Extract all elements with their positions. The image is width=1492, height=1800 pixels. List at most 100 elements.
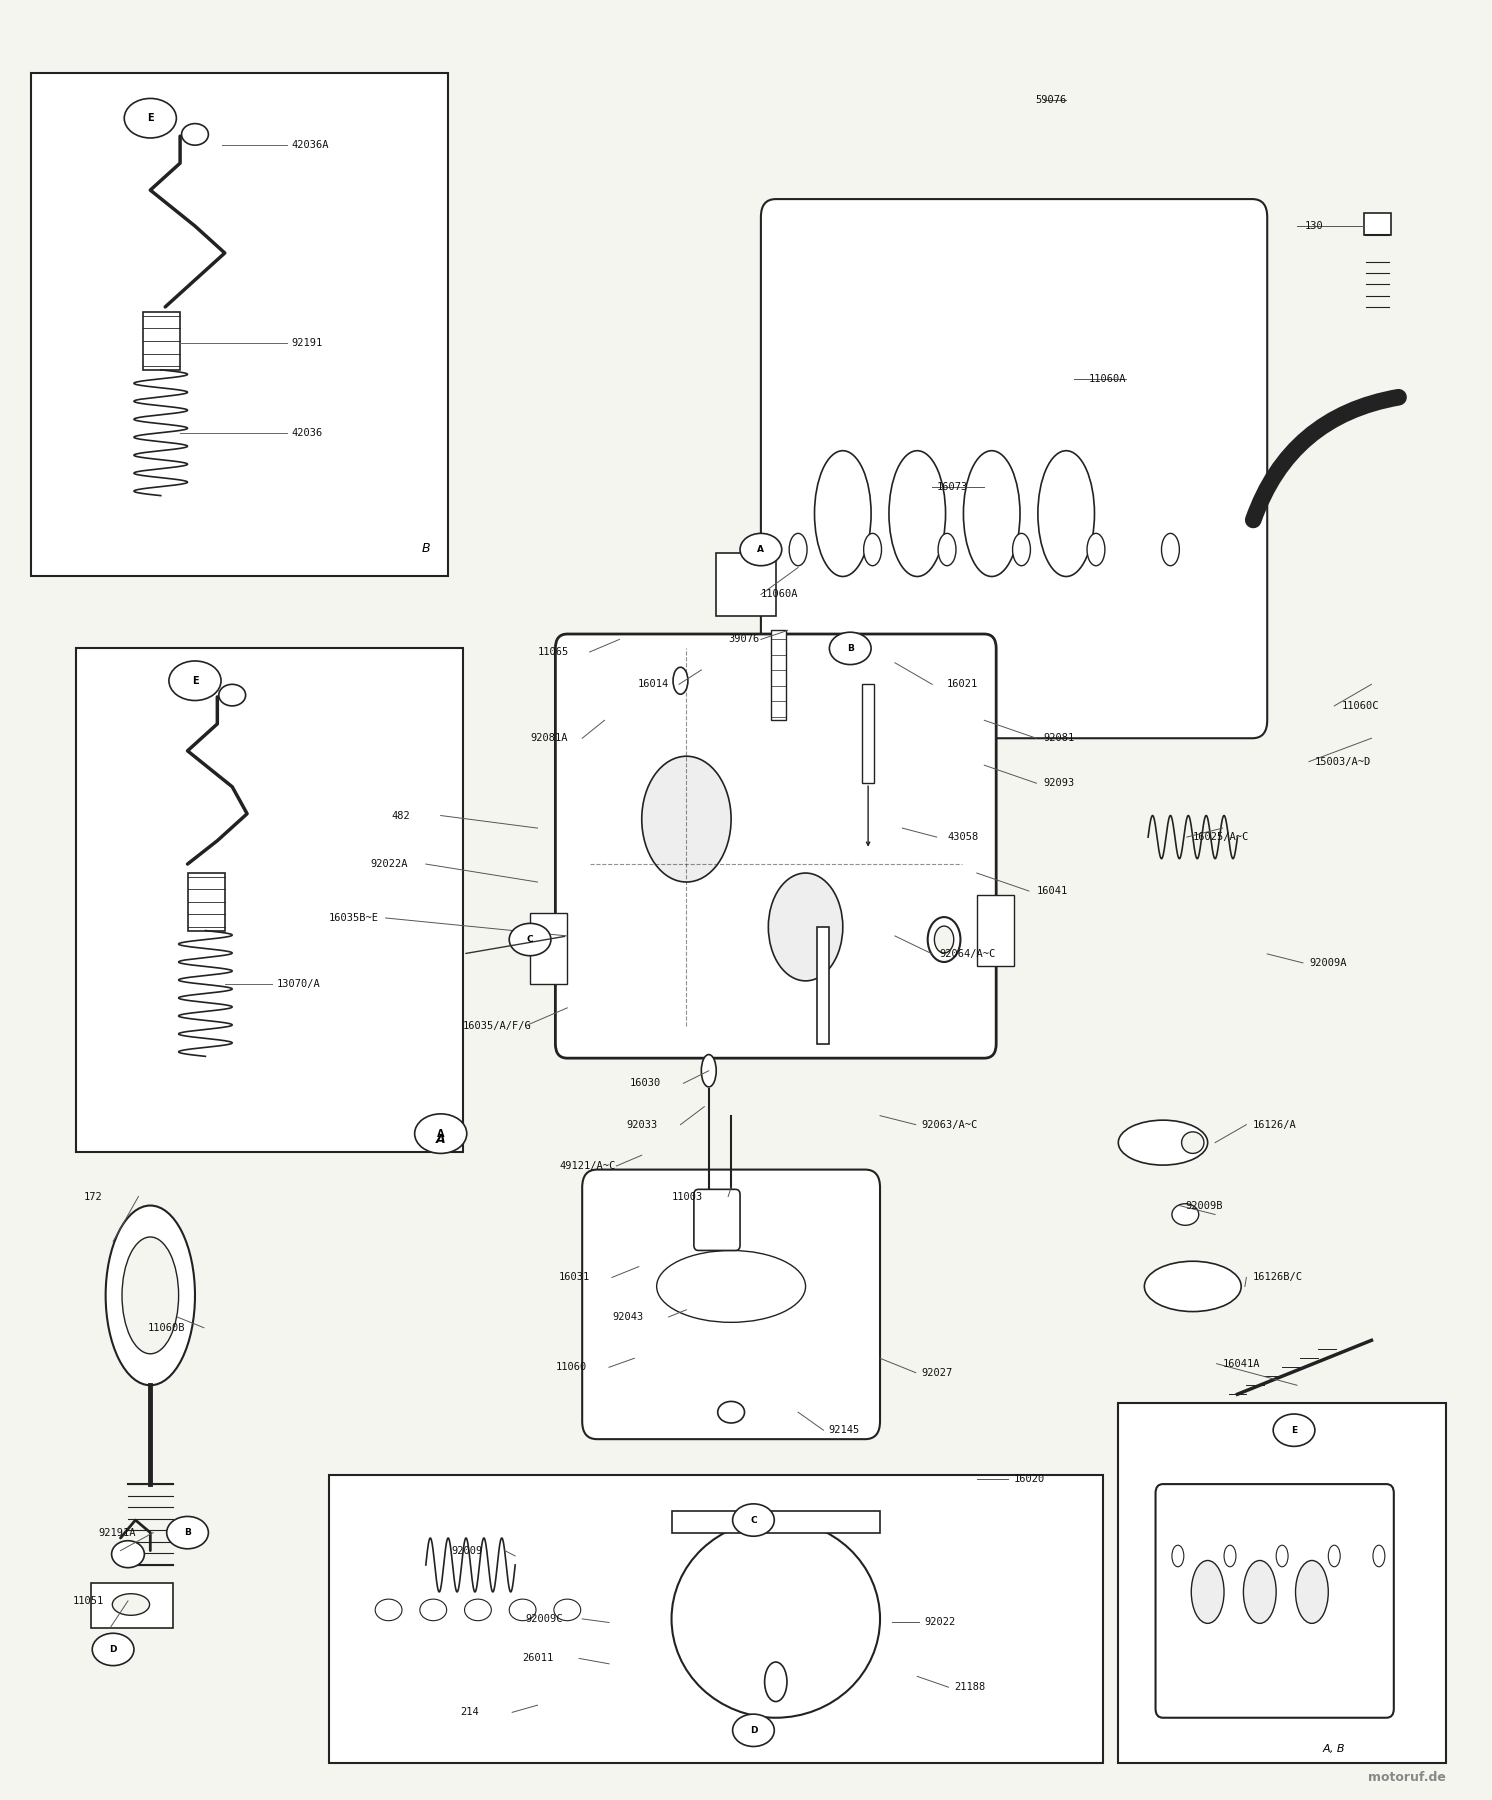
- Ellipse shape: [718, 1402, 745, 1424]
- Ellipse shape: [1161, 533, 1179, 565]
- Text: A: A: [758, 545, 764, 554]
- Text: C: C: [527, 934, 533, 943]
- Text: 11060B: 11060B: [148, 1323, 185, 1332]
- Ellipse shape: [464, 1598, 491, 1620]
- Ellipse shape: [1038, 450, 1095, 576]
- Ellipse shape: [1295, 1561, 1328, 1624]
- Ellipse shape: [1013, 533, 1031, 565]
- Ellipse shape: [122, 1237, 179, 1354]
- Text: 92027: 92027: [922, 1368, 953, 1377]
- Ellipse shape: [554, 1598, 580, 1620]
- Ellipse shape: [167, 1516, 209, 1548]
- Text: C: C: [750, 1516, 756, 1525]
- Text: 11051: 11051: [73, 1597, 104, 1606]
- Text: 16035B~E: 16035B~E: [330, 913, 379, 923]
- Text: 59076: 59076: [1035, 95, 1067, 104]
- Text: 92009C: 92009C: [525, 1615, 562, 1624]
- Text: B: B: [184, 1528, 191, 1537]
- Ellipse shape: [182, 124, 209, 146]
- Text: B: B: [422, 542, 430, 554]
- Text: 16025/A~C: 16025/A~C: [1192, 832, 1249, 842]
- Ellipse shape: [1144, 1262, 1241, 1312]
- Bar: [771, 630, 786, 720]
- Text: 16031: 16031: [558, 1273, 589, 1282]
- Text: 92081: 92081: [1044, 733, 1076, 743]
- Bar: [671, 1510, 880, 1532]
- Ellipse shape: [415, 1114, 467, 1154]
- Text: 39076: 39076: [728, 634, 759, 644]
- Text: 214: 214: [460, 1708, 479, 1717]
- Text: D: D: [749, 1726, 758, 1735]
- Text: 92063/A~C: 92063/A~C: [922, 1120, 977, 1130]
- Ellipse shape: [815, 450, 871, 576]
- Ellipse shape: [701, 1055, 716, 1087]
- Text: 130: 130: [1304, 221, 1323, 230]
- Text: A, B: A, B: [1323, 1744, 1346, 1753]
- Text: E: E: [1291, 1426, 1297, 1435]
- FancyBboxPatch shape: [31, 74, 448, 576]
- Text: 92022A: 92022A: [370, 859, 409, 869]
- Text: 92033: 92033: [627, 1120, 658, 1130]
- Ellipse shape: [169, 661, 221, 700]
- Text: 92043: 92043: [612, 1312, 643, 1321]
- Ellipse shape: [1088, 533, 1106, 565]
- Ellipse shape: [928, 916, 961, 961]
- Ellipse shape: [889, 450, 946, 576]
- Text: 92191A: 92191A: [98, 1528, 136, 1537]
- Ellipse shape: [789, 533, 807, 565]
- Bar: [716, 553, 776, 616]
- FancyBboxPatch shape: [76, 648, 463, 1152]
- Bar: [143, 313, 181, 369]
- Ellipse shape: [1276, 1544, 1288, 1566]
- Ellipse shape: [112, 1593, 149, 1615]
- Ellipse shape: [671, 1519, 880, 1717]
- Ellipse shape: [733, 1714, 774, 1746]
- Ellipse shape: [1171, 1544, 1183, 1566]
- Bar: [862, 684, 874, 783]
- Text: D: D: [109, 1645, 116, 1654]
- Ellipse shape: [642, 756, 731, 882]
- Text: 43058: 43058: [947, 832, 979, 842]
- Ellipse shape: [733, 1503, 774, 1535]
- Text: 16126B/C: 16126B/C: [1252, 1273, 1303, 1282]
- Ellipse shape: [768, 873, 843, 981]
- Text: E: E: [191, 675, 198, 686]
- Ellipse shape: [864, 533, 882, 565]
- FancyBboxPatch shape: [761, 200, 1267, 738]
- Ellipse shape: [1243, 1561, 1276, 1624]
- Text: 16041: 16041: [1037, 886, 1068, 896]
- Text: 16030: 16030: [630, 1078, 661, 1089]
- Text: 11060A: 11060A: [761, 589, 798, 599]
- FancyBboxPatch shape: [1119, 1404, 1446, 1762]
- Ellipse shape: [1328, 1544, 1340, 1566]
- Text: B: B: [847, 644, 853, 653]
- Ellipse shape: [673, 668, 688, 695]
- Bar: [188, 873, 225, 931]
- Ellipse shape: [830, 632, 871, 664]
- Ellipse shape: [1223, 1544, 1235, 1566]
- Ellipse shape: [1182, 1132, 1204, 1154]
- Text: 42036A: 42036A: [292, 140, 330, 149]
- FancyArrowPatch shape: [1253, 398, 1398, 520]
- Ellipse shape: [1119, 1120, 1207, 1165]
- Bar: [1364, 214, 1391, 236]
- FancyBboxPatch shape: [694, 1190, 740, 1251]
- FancyBboxPatch shape: [330, 1476, 1104, 1762]
- Text: 11060A: 11060A: [1089, 374, 1126, 383]
- Text: 92009A: 92009A: [1308, 958, 1346, 968]
- Text: 11060: 11060: [555, 1363, 586, 1372]
- Ellipse shape: [509, 1598, 536, 1620]
- Text: 11003: 11003: [671, 1192, 703, 1202]
- Ellipse shape: [938, 533, 956, 565]
- Ellipse shape: [509, 923, 551, 956]
- Ellipse shape: [1171, 1204, 1198, 1226]
- Ellipse shape: [934, 925, 953, 952]
- FancyBboxPatch shape: [555, 634, 997, 1058]
- Bar: [818, 927, 830, 1044]
- Ellipse shape: [964, 450, 1021, 576]
- Text: A: A: [437, 1129, 445, 1139]
- Text: 49121/A~C: 49121/A~C: [560, 1161, 616, 1172]
- Text: 482: 482: [391, 810, 410, 821]
- Text: 16073: 16073: [937, 482, 968, 491]
- Ellipse shape: [112, 1541, 145, 1568]
